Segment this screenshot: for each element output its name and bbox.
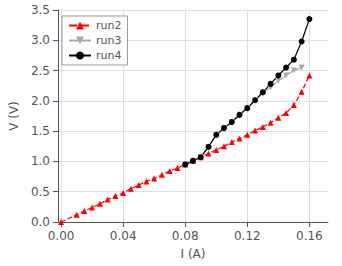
svg-text:run3: run3 <box>96 34 121 47</box>
svg-text:0.04: 0.04 <box>110 229 137 243</box>
svg-text:I (A): I (A) <box>181 247 206 261</box>
svg-text:3.5: 3.5 <box>31 3 50 17</box>
svg-text:0.16: 0.16 <box>296 229 323 243</box>
svg-text:0.00: 0.00 <box>48 229 75 243</box>
svg-text:0.0: 0.0 <box>31 215 50 229</box>
svg-text:1.0: 1.0 <box>31 154 50 168</box>
svg-text:run4: run4 <box>96 49 121 62</box>
svg-text:0.12: 0.12 <box>234 229 261 243</box>
svg-text:3.0: 3.0 <box>31 33 50 47</box>
svg-text:run2: run2 <box>96 19 121 32</box>
svg-text:2.0: 2.0 <box>31 94 50 108</box>
svg-text:2.5: 2.5 <box>31 64 50 78</box>
svg-text:1.5: 1.5 <box>31 124 50 138</box>
svg-text:V (V): V (V) <box>7 101 21 131</box>
svg-text:0.5: 0.5 <box>31 185 50 199</box>
svg-text:0.08: 0.08 <box>172 229 199 243</box>
